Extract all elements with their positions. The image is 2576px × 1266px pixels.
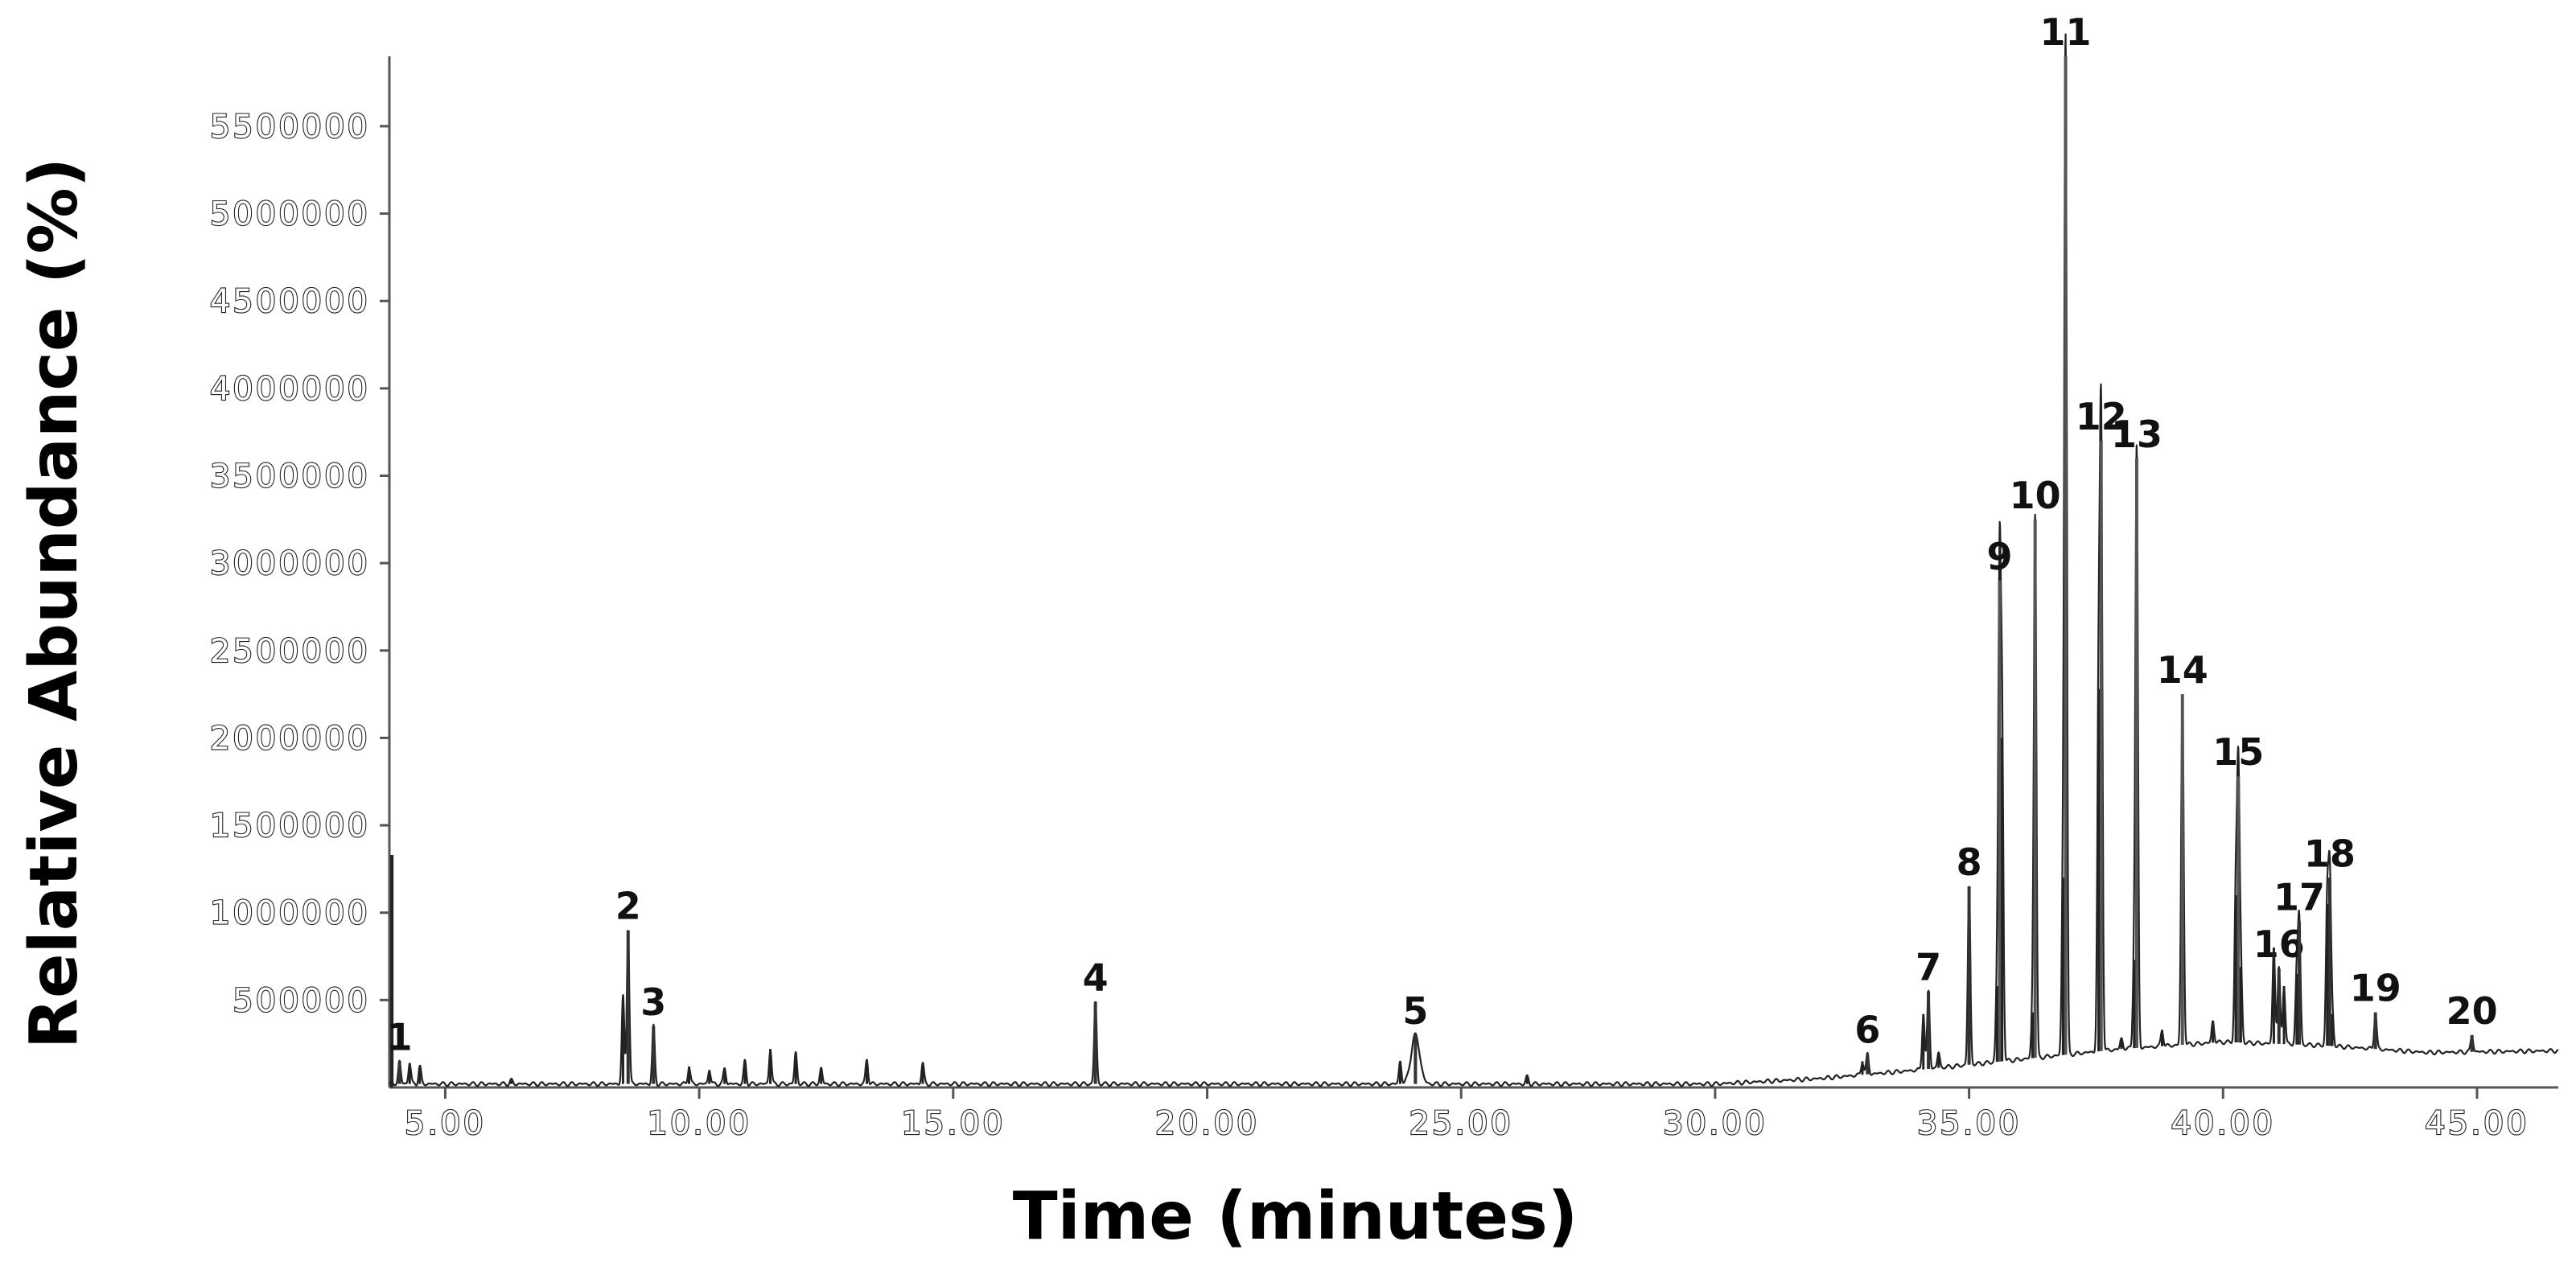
peak-12-label: 12 <box>2076 395 2127 438</box>
chromatogram-trace <box>389 33 2559 1087</box>
peak-19-label: 19 <box>2350 967 2401 1010</box>
peak-2-label: 2 <box>615 884 641 927</box>
y-tick-label: 1500000 <box>210 808 370 845</box>
peak-13-label: 13 <box>2111 413 2162 456</box>
peak-15-label: 15 <box>2212 730 2264 774</box>
peak-20-label: 20 <box>2446 989 2498 1033</box>
x-tick-label: 45.00 <box>2425 1105 2529 1142</box>
peak-16-label: 16 <box>2253 923 2305 966</box>
x-tick-label: 5.00 <box>405 1105 486 1142</box>
peak-17-label: 17 <box>2274 876 2325 919</box>
plot-area: 500000 1000000 1500000 2000000 2500000 300000… <box>209 10 2559 1143</box>
y-tick-label: 3000000 <box>210 545 370 582</box>
y-axis-label: Relative Abundance (%) <box>16 158 93 1049</box>
peak-10-label: 10 <box>2010 474 2061 517</box>
x-tick-label: 30.00 <box>1663 1105 1767 1142</box>
peak-9-label: 9 <box>1986 535 2012 578</box>
x-tick-label: 20.00 <box>1155 1105 1260 1142</box>
peak-6-label: 6 <box>1854 1009 1880 1052</box>
y-tick-label: 500000 <box>232 982 370 1019</box>
y-tick-label: 5500000 <box>210 109 370 146</box>
y-tick-label: 5000000 <box>210 196 370 233</box>
peak-4-label: 4 <box>1083 956 1109 1000</box>
x-tick-label: 35.00 <box>1917 1105 2022 1142</box>
peak-11-label: 11 <box>2040 10 2092 54</box>
x-tick-label: 10.00 <box>647 1105 751 1142</box>
peak-18-label: 18 <box>2304 832 2356 875</box>
y-tick-label: 4500000 <box>210 283 370 320</box>
x-tick-label: 40.00 <box>2171 1105 2276 1142</box>
peak-8-label: 8 <box>1957 841 1982 884</box>
x-tick-label: 15.00 <box>901 1105 1006 1142</box>
peak-7-label: 7 <box>1916 945 1941 989</box>
peak-3-label: 3 <box>640 980 666 1024</box>
y-tick-label: 3500000 <box>210 458 370 495</box>
x-tick-label: 25.00 <box>1409 1105 1513 1142</box>
y-tick-label: 2000000 <box>210 720 370 757</box>
peak-14-label: 14 <box>2157 648 2208 692</box>
peak-1-label: 1 <box>387 1015 413 1058</box>
y-tick-label: 2500000 <box>210 633 370 670</box>
y-tick-label: 1000000 <box>210 895 370 932</box>
x-axis-label: Time (minutes) <box>1013 1178 1578 1255</box>
peak-5-label: 5 <box>1402 989 1428 1033</box>
y-tick-label: 4000000 <box>210 371 370 408</box>
